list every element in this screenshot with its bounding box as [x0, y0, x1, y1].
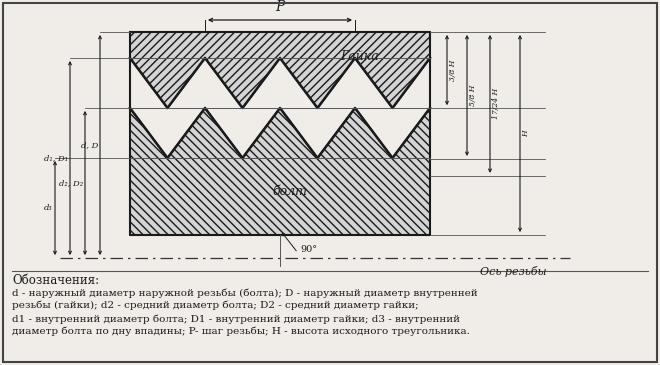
Text: диаметр болта по дну впадины; P- шаг резьбы; H - высота исходного треугольника.: диаметр болта по дну впадины; P- шаг рез… [12, 327, 470, 337]
Text: d₂, D₂: d₂, D₂ [59, 179, 83, 187]
Text: Гайка: Гайка [341, 50, 379, 64]
Text: d1 - внутренний диаметр болта; D1 - внутренний диаметр гайки; d3 - внутренний: d1 - внутренний диаметр болта; D1 - внут… [12, 314, 460, 323]
Text: Обозначения:: Обозначения: [12, 274, 99, 287]
Text: d - наружный диаметр наружной резьбы (болта); D - наружный диаметр внутренней: d - наружный диаметр наружной резьбы (бо… [12, 288, 478, 297]
Text: болт: болт [273, 185, 308, 198]
Text: 3/8 H: 3/8 H [449, 59, 457, 81]
Text: H: H [522, 130, 530, 137]
Text: 5/8 H: 5/8 H [469, 85, 477, 106]
Text: 17/24 H: 17/24 H [492, 88, 500, 119]
Text: 90°: 90° [300, 246, 317, 254]
Text: d, D: d, D [81, 141, 98, 149]
Polygon shape [130, 32, 430, 108]
Polygon shape [130, 108, 430, 235]
Text: Ось резьбы: Ось резьбы [480, 266, 546, 277]
Text: d₁, D₁: d₁, D₁ [44, 154, 68, 162]
Text: резьбы (гайки); d2 - средний диаметр болта; D2 - средний диаметр гайки;: резьбы (гайки); d2 - средний диаметр бол… [12, 301, 418, 311]
Text: d₃: d₃ [44, 204, 53, 212]
Text: P: P [275, 0, 284, 14]
